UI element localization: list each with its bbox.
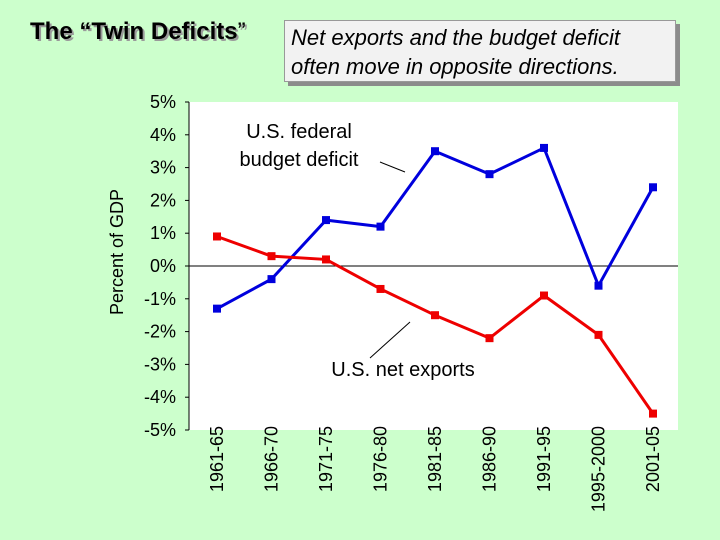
net-exports-point [649, 409, 657, 418]
net-exports-annotation: U.S. net exports [331, 359, 474, 381]
y-tick-label: 4% [150, 125, 176, 145]
budget-deficit-point [540, 143, 548, 152]
net-exports-leader-line [369, 321, 411, 359]
net-exports-point [485, 334, 494, 343]
y-tick-label: -5% [144, 420, 176, 440]
x-tick-label: 1991-95 [534, 426, 554, 492]
net-exports-point [213, 232, 221, 241]
y-tick-label: 1% [150, 223, 176, 243]
budget-deficit-point [594, 281, 603, 290]
x-tick-label: 1966-70 [262, 426, 282, 492]
y-tick-label: -1% [144, 289, 176, 309]
budget-deficit-leader-line [379, 161, 406, 173]
subtitle-line-2: often move in opposite directions. [291, 54, 619, 79]
slide-title-close-quote: ” [237, 18, 246, 45]
x-tick-label: 1995-2000 [589, 426, 609, 512]
y-tick-label: 5% [150, 92, 176, 112]
x-tick-label: 1981-85 [425, 426, 445, 492]
subtitle-box: Net exports and the budget deficit often… [284, 20, 676, 82]
budget-deficit-point [213, 304, 221, 313]
net-exports-point [594, 330, 603, 339]
x-tick-label: 1976-80 [371, 426, 391, 492]
net-exports-point [540, 291, 548, 300]
slide-title-text: The “Twin Deficits [30, 18, 238, 45]
y-tick-label: -3% [144, 354, 176, 374]
y-tick-label: 3% [150, 158, 176, 178]
y-tick-label: -2% [144, 322, 176, 342]
x-tick-label: 2001-05 [643, 426, 663, 492]
x-tick-label: 1986-90 [480, 426, 500, 492]
budget-deficit-point [267, 275, 276, 284]
budget-deficit-point [649, 183, 657, 192]
budget-deficit-point [376, 222, 385, 231]
net-exports-point [431, 311, 439, 320]
budget-deficit-point [322, 216, 330, 225]
budget-deficit-point [431, 147, 439, 156]
subtitle-line-1: Net exports and the budget deficit [291, 25, 620, 50]
y-tick-label: 2% [150, 190, 176, 210]
series-layer [213, 143, 657, 418]
budget-deficit-point [485, 170, 494, 179]
net-exports-point [376, 284, 385, 293]
y-ticks: 5% 4% 3% 2% 1% 0% -1% -2% -3% -4% -5% [144, 92, 189, 440]
x-tick-label: 1961-65 [207, 426, 227, 492]
budget-deficit-annotation-line-1: U.S. federal [246, 121, 352, 143]
x-ticks: 1961-65 1966-70 1971-75 1976-80 1981-85 1986-… [207, 426, 663, 512]
x-tick-label: 1971-75 [316, 426, 336, 492]
budget-deficit-annotation-line-2: budget deficit [240, 149, 359, 171]
slide-title: The “Twin Deficits” [30, 18, 246, 46]
y-axis-title: Percent of GDP [107, 189, 127, 315]
y-tick-label: -4% [144, 387, 176, 407]
net-exports-point [322, 255, 330, 264]
y-tick-label: 0% [150, 256, 176, 276]
net-exports-point [267, 252, 276, 261]
